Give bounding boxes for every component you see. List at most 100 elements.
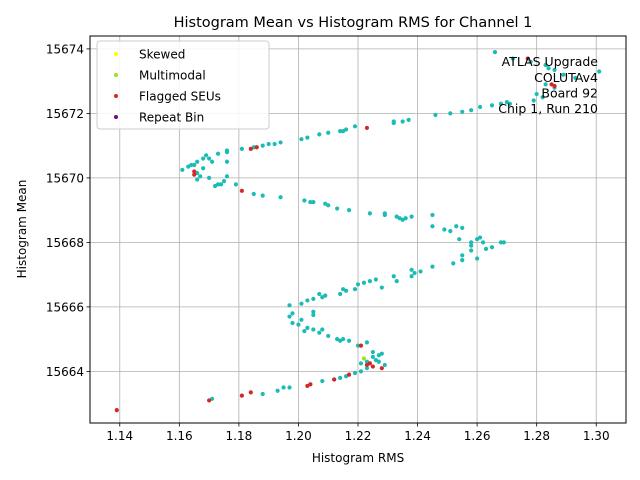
x-tick-label: 1.20 [285,429,312,443]
point-flagged [367,361,373,366]
point-normal [287,385,292,390]
x-tick-label: 1.30 [583,429,610,443]
point-normal [367,279,373,284]
point-normal [209,159,215,164]
point-normal [552,67,557,72]
point-normal [215,151,221,156]
point-normal [382,362,387,368]
point-normal [299,301,304,306]
point-normal [338,375,343,380]
point-normal [477,104,483,110]
point-flagged [525,56,530,61]
point-normal [352,124,358,129]
point-normal [207,175,212,180]
point-flagged [346,372,352,377]
legend-label-flagged: Flagged SEUs [139,90,221,104]
point-normal [275,388,280,393]
point-normal [477,235,483,240]
point-flagged [239,393,244,398]
annotation-line-3: Board 92 [541,86,598,101]
point-normal [195,177,200,182]
legend-marker-multimodal [114,73,118,77]
point-normal [305,135,310,140]
point-normal [364,340,370,345]
point-normal [320,327,325,332]
point-normal [492,50,498,55]
point-normal [260,193,265,198]
x-tick-label: 1.28 [523,429,550,443]
point-normal [546,66,551,71]
point-flagged [379,366,384,371]
legend: Skewed Multimodal Flagged SEUs Repeat Bi… [96,40,270,130]
point-normal [460,253,465,258]
point-normal [355,282,361,287]
point-normal [299,137,304,142]
point-normal [198,174,203,179]
point-normal [454,224,459,229]
point-normal [433,112,438,118]
point-normal [201,166,206,171]
point-normal [430,224,435,229]
point-normal [251,191,256,197]
point-normal [451,261,456,266]
point-normal [394,279,399,284]
point-normal [224,174,230,179]
point-normal [317,291,322,297]
point-normal [299,317,304,322]
point-flagged [248,146,253,151]
point-normal [224,150,230,155]
point-normal [498,101,504,106]
point-normal [215,182,221,187]
point-normal [409,267,414,272]
point-normal [260,143,265,148]
point-normal [311,296,316,301]
point-multimodal [361,356,367,361]
point-normal [287,303,292,308]
point-normal [543,62,548,68]
point-normal [281,385,286,390]
point-normal [317,330,322,335]
point-normal [379,351,384,356]
point-normal [379,285,384,290]
point-normal [192,162,197,168]
point-normal [373,277,378,282]
point-normal [531,98,536,103]
y-tick-label: 15664 [46,365,84,379]
point-normal [278,140,283,145]
point-normal [311,309,316,314]
point-normal [534,91,539,97]
point-normal [457,237,462,242]
point-normal [391,274,396,279]
point-normal [543,82,548,87]
point-normal [469,248,474,253]
point-normal [224,159,230,164]
run-annotation: ATLAS Upgrade COLUTAv4 Board 92 Chip 1, … [498,54,598,116]
point-normal [367,211,373,216]
x-axis-ticks: 1.14 1.16 1.18 1.20 1.22 1.24 1.26 1.28 1.30 [106,423,610,443]
point-normal [352,370,358,376]
annotation-line-1: ATLAS Upgrade [502,54,599,69]
point-normal [400,119,405,124]
point-normal [573,75,578,81]
legend-marker-flagged [114,94,118,98]
point-normal [460,258,465,263]
point-normal [338,129,343,134]
legend-box [96,40,270,130]
point-normal [287,314,292,319]
point-normal [370,349,375,355]
point-normal [528,59,533,64]
point-flagged [207,398,212,403]
point-normal [442,227,447,232]
point-flagged [192,172,197,177]
point-normal [308,199,313,205]
point-flagged [192,169,197,174]
point-normal [290,320,295,326]
point-normal [352,287,358,292]
annotation-line-4: Chip 1, Run 210 [498,101,598,116]
point-normal [483,246,489,251]
y-axis-label: Histogram Mean [15,180,29,279]
point-normal [358,369,364,374]
point-normal [180,167,185,172]
point-normal [311,199,316,205]
point-normal [305,298,310,303]
